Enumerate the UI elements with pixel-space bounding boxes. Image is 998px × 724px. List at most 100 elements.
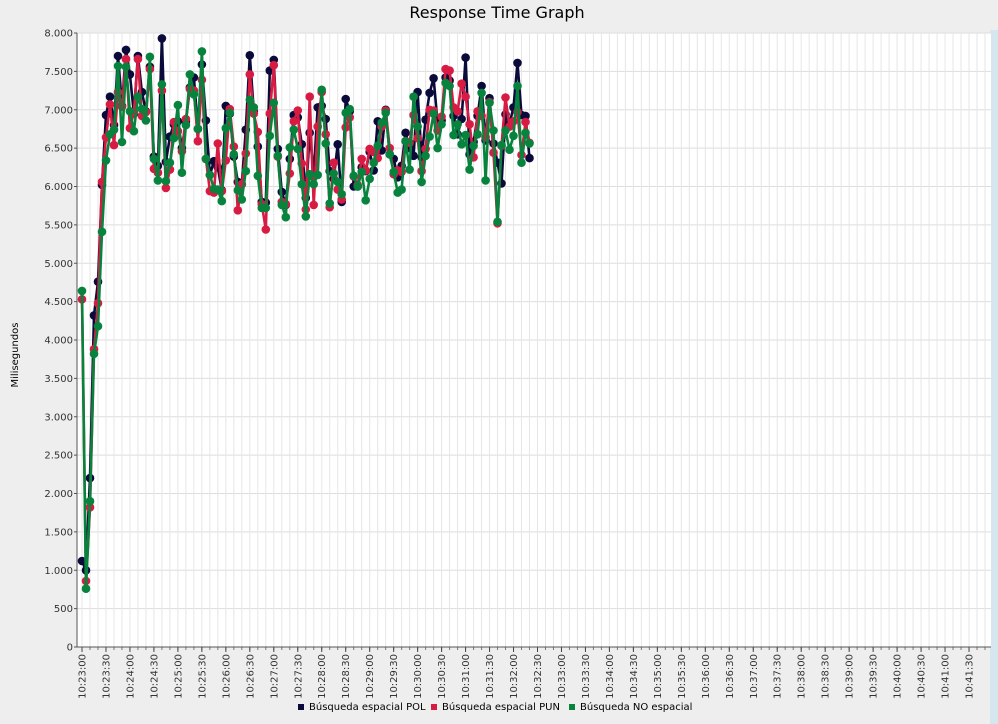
data-point: [501, 126, 510, 135]
data-point: [169, 133, 179, 143]
data-point: [173, 100, 183, 110]
data-point: [425, 88, 434, 98]
data-point: [353, 182, 363, 191]
data-point: [461, 130, 470, 140]
x-tick-label: 10:37:30: [773, 654, 784, 699]
data-point: [357, 167, 367, 177]
x-tick-label: 10:35:00: [653, 654, 664, 699]
data-point: [517, 158, 526, 167]
data-point: [237, 195, 247, 204]
data-point: [313, 170, 323, 180]
x-tick-label: 10:38:00: [797, 654, 808, 699]
data-point: [397, 185, 406, 194]
data-point: [429, 109, 438, 118]
x-tick-label: 10:33:30: [581, 654, 592, 699]
x-tick-label: 10:31:30: [485, 654, 496, 699]
x-tick-label: 10:23:30: [101, 654, 112, 699]
x-tick-label: 10:39:30: [869, 654, 880, 699]
legend-item: Búsqueda NO espacial: [569, 701, 692, 713]
y-tick-label: 1.500: [44, 527, 73, 538]
y-tick-label: 8.000: [44, 29, 73, 40]
data-point: [493, 217, 502, 227]
y-axis-label: Milisegundos: [10, 322, 21, 387]
x-tick-label: 10:28:30: [341, 654, 352, 699]
data-point: [289, 117, 299, 126]
data-point: [521, 128, 530, 138]
data-point: [453, 120, 462, 129]
data-point: [217, 196, 227, 206]
x-tick-label: 10:36:00: [701, 654, 712, 699]
data-point: [477, 81, 486, 91]
x-tick-label: 10:31:00: [461, 654, 472, 699]
data-point: [301, 212, 311, 221]
data-point: [349, 171, 359, 181]
x-tick-label: 10:36:30: [725, 654, 736, 699]
data-point: [153, 176, 163, 185]
y-tick-label: 5.500: [44, 220, 73, 231]
data-point: [445, 66, 454, 75]
data-point: [265, 131, 275, 141]
data-point: [521, 117, 530, 127]
data-point: [233, 206, 243, 215]
data-point: [205, 170, 215, 180]
data-point: [85, 496, 95, 506]
y-tick-label: 2.500: [44, 451, 73, 462]
x-tick-label: 10:30:00: [413, 654, 424, 699]
data-point: [249, 103, 259, 112]
data-point: [241, 166, 251, 176]
x-tick-label: 10:29:30: [389, 654, 400, 699]
data-point: [293, 106, 303, 115]
data-point: [177, 168, 187, 177]
data-point: [213, 139, 223, 148]
data-point: [161, 176, 171, 186]
chart-title: Response Time Graph: [409, 3, 584, 22]
data-point: [361, 196, 371, 205]
data-point: [77, 286, 87, 296]
data-point: [197, 47, 207, 56]
window-edge: [990, 30, 998, 724]
data-point: [121, 62, 131, 72]
legend: Búsqueda espacial POL Búsqueda espacial P…: [298, 701, 692, 713]
data-point: [129, 126, 139, 136]
data-point: [305, 169, 315, 179]
data-point: [189, 90, 199, 99]
data-point: [321, 139, 331, 148]
data-point: [161, 183, 171, 193]
y-tick-label: 7.000: [44, 105, 73, 116]
data-point: [421, 151, 430, 161]
data-point: [297, 179, 307, 189]
data-point: [121, 45, 131, 55]
series-layer: [77, 34, 534, 593]
data-point: [281, 212, 291, 222]
y-tick-label: 7.500: [44, 67, 73, 78]
data-point: [469, 141, 478, 151]
data-point: [305, 92, 315, 101]
data-point: [425, 132, 434, 141]
data-point: [449, 130, 458, 140]
data-point: [513, 58, 522, 68]
grid-layer: [77, 32, 991, 648]
data-point: [165, 158, 175, 167]
data-point: [461, 53, 470, 62]
legend-label: Búsqueda espacial PUN: [442, 701, 560, 713]
data-point: [457, 79, 466, 88]
x-tick-label: 10:29:00: [365, 654, 376, 699]
data-point: [473, 130, 482, 139]
x-tick-label: 10:41:00: [941, 654, 952, 699]
data-point: [309, 200, 319, 210]
data-point: [345, 104, 355, 114]
data-point: [117, 137, 127, 147]
data-point: [461, 92, 470, 101]
data-point: [505, 145, 514, 154]
legend-label: Búsqueda espacial POL: [309, 701, 426, 713]
x-tick-label: 10:40:00: [893, 654, 904, 699]
data-point: [497, 140, 506, 150]
y-tick-label: 3.500: [44, 374, 73, 385]
data-point: [465, 165, 474, 174]
data-point: [181, 120, 191, 130]
x-tick-label: 10:23:00: [78, 654, 89, 699]
data-point: [193, 136, 203, 146]
data-point: [525, 153, 534, 163]
data-point: [133, 54, 143, 64]
